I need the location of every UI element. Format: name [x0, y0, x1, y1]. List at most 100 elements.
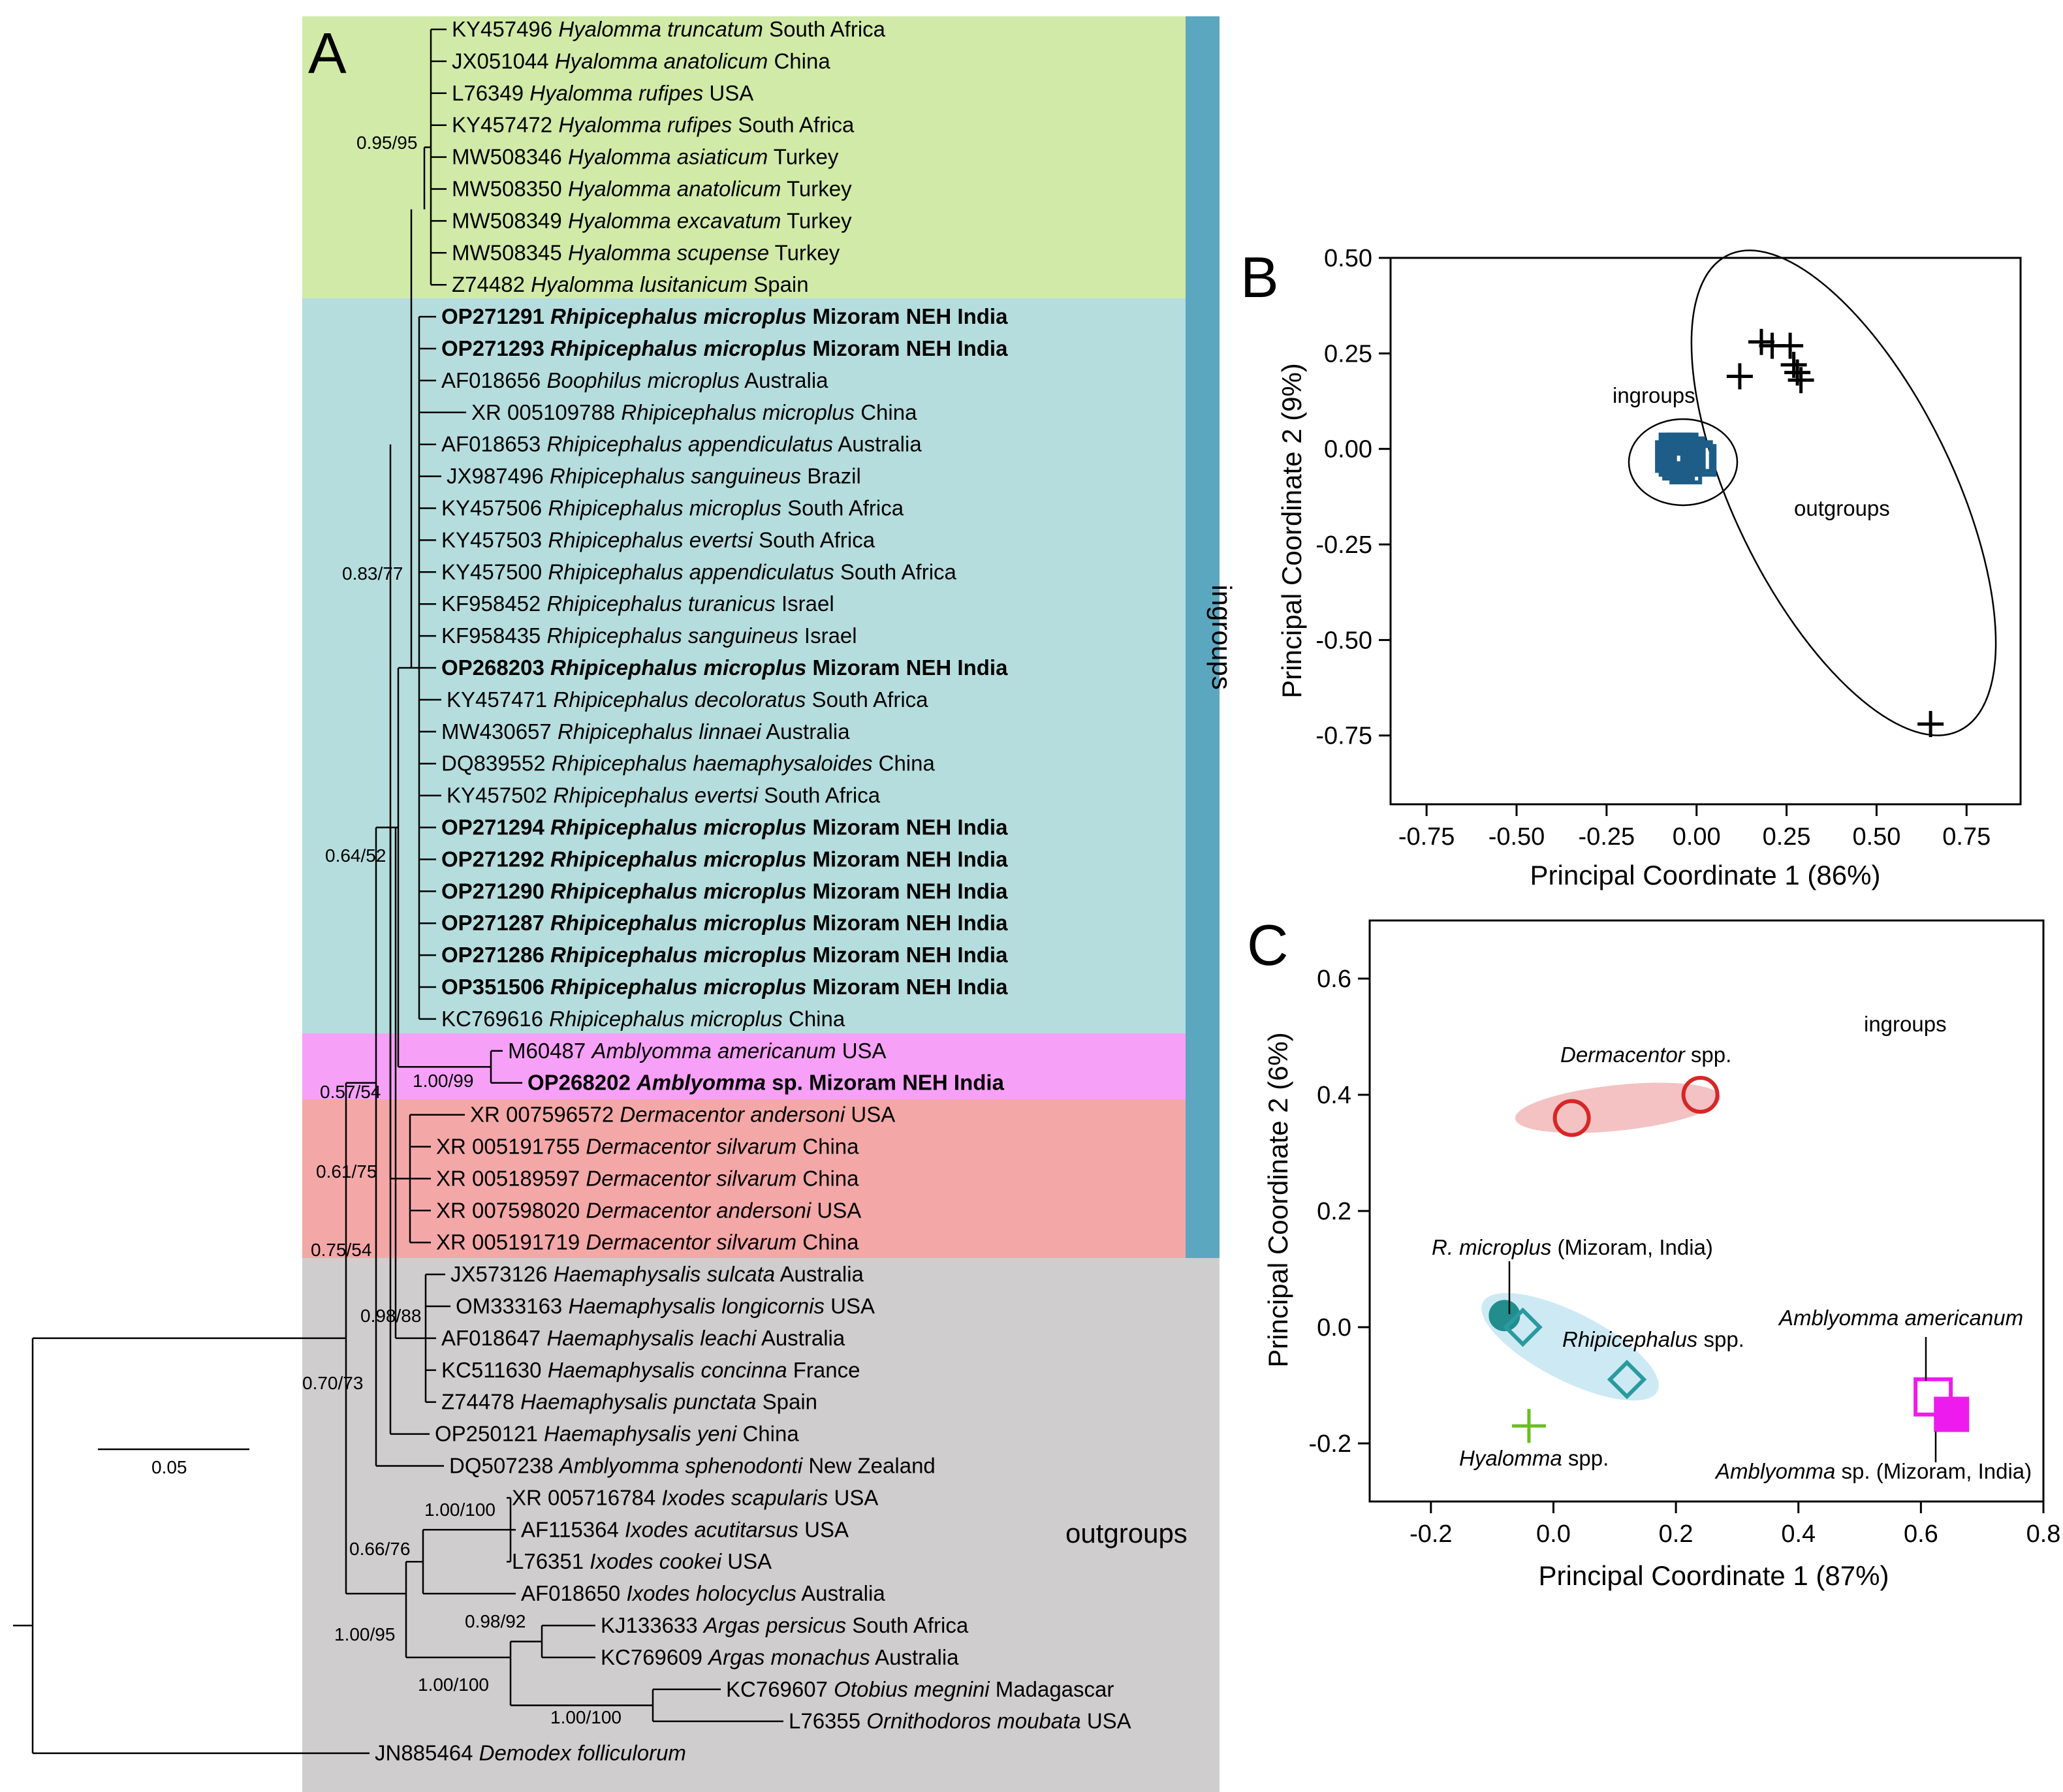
ingroup-bar: [1186, 16, 1220, 1258]
tree-leaf-label: AF018647 Haemaphysalis leachi Australia: [441, 1326, 845, 1350]
axis-ticks-b: -0.75 -0.50 -0.25 0.00 0.25 0.50 0.75 0.50 0.25 0…: [1315, 245, 1991, 851]
tree-leaf-label: L76351 Ixodes cookei USA: [512, 1549, 772, 1573]
tree-leaf-label: XR 005191755 Dermacentor silvarum China: [436, 1135, 859, 1159]
ingroups-annotation-c: ingroups: [1864, 1012, 1947, 1036]
tree-leaf-label: MW508346 Hyalomma asiaticum Turkey: [452, 145, 839, 169]
outgroup-point: [1726, 363, 1753, 390]
tree-leaf-label: KY457506 Rhipicephalus microplus South A…: [441, 496, 904, 520]
rmicroplus-annotation: R. microplus (Mizoram, India): [1432, 1235, 1713, 1259]
rhipicephalus-annotation: Rhipicephalus spp.: [1562, 1327, 1744, 1351]
tree-leaf-label: KY457503 Rhipicephalus evertsi South Afr…: [441, 527, 875, 552]
ingroups-annotation-b: ingroups: [1613, 383, 1695, 407]
dermacentor-clade-background: [302, 1099, 1186, 1258]
amblyomma-sp-annotation: Amblyomma sp. (Mizoram, India): [1714, 1459, 2032, 1483]
tree-leaf-label: KY457496 Hyalomma truncatum South Africa: [452, 17, 886, 41]
node-support-label: 0.64/52: [325, 845, 386, 866]
panel-c-letter: C: [1247, 913, 1289, 977]
x-tick-label: 0.2: [1659, 1520, 1693, 1548]
tree-leaf-label: OP268203 Rhipicephalus microplus Mizoram…: [441, 655, 1008, 680]
tree-leaf-label: AF018653 Rhipicephalus appendiculatus Au…: [441, 432, 922, 456]
x-tick-label: -0.50: [1488, 823, 1545, 851]
y-tick-label: -0.50: [1315, 627, 1372, 654]
dermacentor-annotation: Dermacentor spp.: [1560, 1043, 1731, 1067]
pcoa-panel-c: C -0.2 0.0 0.2 0.4 0.6 0.8 0.6 0.4 0.2 0.0 -0.2 in…: [1247, 913, 2060, 1591]
node-support-label: 0.75/54: [311, 1240, 371, 1260]
y-tick-label: 0.4: [1317, 1082, 1351, 1109]
dermacentor-point: [1681, 1076, 1720, 1114]
tree-leaf-label: DQ507238 Amblyomma sphenodonti New Zeala…: [449, 1454, 936, 1478]
x-tick-label: 0.4: [1781, 1520, 1816, 1548]
node-support-label: 0.98/92: [465, 1611, 526, 1631]
tree-leaf-label: OP271286 Rhipicephalus microplus Mizoram…: [441, 943, 1008, 967]
tree-leaf-label: M60487 Amblyomma americanum USA: [508, 1039, 887, 1063]
tree-leaf-label: KY457502 Rhipicephalus evertsi South Afr…: [447, 783, 881, 808]
tree-leaf-label: MW430657 Rhipicephalus linnaei Australia: [441, 719, 850, 744]
tree-leaf-label: XR 007596572 Dermacentor andersoni USA: [470, 1103, 895, 1127]
node-support-label: 1.00/99: [413, 1071, 473, 1091]
tree-leaf-label: XR 005716784 Ixodes scapularis USA: [512, 1485, 878, 1509]
tree-leaf-label: L76355 Ornithodoros moubata USA: [789, 1709, 1131, 1733]
tree-leaf-label: KC511630 Haemaphysalis concinna France: [441, 1358, 860, 1382]
tree-leaf-label: Z74478 Haemaphysalis punctata Spain: [441, 1390, 817, 1414]
tree-leaf-label: XR 005191719 Dermacentor silvarum China: [436, 1230, 859, 1254]
outgroup-background: [302, 1258, 1220, 1792]
node-support-values: 0.95/95 0.83/77 0.64/52 1.00/99 0.57/54 0.61/…: [302, 133, 622, 1727]
hyalomma-clade-background: [302, 16, 1186, 298]
tree-leaf-label: OP271293 Rhipicephalus microplus Mizoram…: [441, 336, 1008, 360]
ingroup-point: [1658, 432, 1692, 465]
tree-leaf-label: JX573126 Haemaphysalis sulcata Australia: [450, 1262, 864, 1286]
x-tick-label: 0.8: [2026, 1520, 2061, 1548]
tree-leaf-label: JN885464 Demodex folliculorum: [375, 1741, 686, 1765]
outgroup-point: [1748, 328, 1774, 355]
tree-leaf-label: KY457471 Rhipicephalus decoloratus South…: [447, 687, 928, 712]
tree-leaf-label: KY457472 Hyalomma rufipes South Africa: [452, 113, 855, 137]
ingroup-ellipse: [1628, 418, 1739, 507]
tree-leaf-label: DQ839552 Rhipicephalus haemaphysaloides …: [441, 751, 935, 776]
tree-leaf-label: KY457500 Rhipicephalus appendiculatus So…: [441, 559, 957, 584]
tree-leaf-labels: KY457496 Hyalomma truncatum South Africa…: [375, 17, 1131, 1765]
panel-b-letter: B: [1240, 245, 1279, 309]
rhipicephalus-point: [1607, 1359, 1647, 1400]
pcoa-panel-b: B -0.75 -0.50 -0.25 0.00 0.25 0.50 0.75 0.50 0.2…: [1240, 245, 2022, 890]
tree-leaf-label: AF018656 Boophilus microplus Australia: [441, 368, 828, 392]
tree-leaf-label: XR 005189597 Dermacentor silvarum China: [436, 1166, 859, 1190]
node-support-label: 1.00/100: [424, 1500, 496, 1520]
panel-a-letter: A: [308, 21, 347, 86]
x-tick-label: -0.25: [1579, 823, 1635, 851]
tree-leaf-label: OP268202 Amblyomma sp. Mizoram NEH India: [528, 1071, 1005, 1095]
tree-leaf-label: KF958435 Rhipicephalus sanguineus Israel: [441, 623, 857, 648]
x-tick-label: -0.75: [1398, 823, 1455, 851]
tree-leaf-label: OP250121 Haemaphysalis yeni China: [435, 1422, 799, 1446]
tree-leaf-label: L76349 Hyalomma rufipes USA: [452, 81, 753, 105]
rmicroplus-point: [1488, 1300, 1520, 1332]
amblyomma-americanum-annotation: Amblyomma americanum: [1778, 1306, 2023, 1330]
node-support-label: 0.61/75: [316, 1161, 377, 1182]
phylogenetic-tree-panel: ingroups outgroups A KY457496 Hyalomma t…: [13, 16, 1237, 1792]
tree-leaf-label: KF958452 Rhipicephalus turanicus Israel: [441, 591, 834, 616]
node-support-label: 0.66/76: [349, 1539, 410, 1559]
tree-leaf-label: MW508345 Hyalomma scupense Turkey: [452, 240, 840, 264]
tree-leaf-label: MW508350 Hyalomma anatolicum Turkey: [452, 177, 852, 201]
node-support-label: 0.83/77: [342, 563, 403, 584]
dermacentor-point: [1552, 1099, 1591, 1137]
group-ellipses-b: [1628, 249, 1997, 736]
node-support-label: 0.70/73: [302, 1373, 363, 1393]
data-points-c: [1488, 1076, 1970, 1443]
hyalomma-annotation: Hyalomma spp.: [1459, 1446, 1609, 1470]
tree-leaf-label: KC769609 Argas monachus Australia: [601, 1645, 959, 1669]
tree-leaf-label: KC769607 Otobius megnini Madagascar: [726, 1677, 1114, 1701]
y-tick-label: 0.00: [1324, 436, 1372, 464]
tree-leaf-label: KC769616 Rhipicephalus microplus China: [441, 1007, 845, 1031]
amblyomma-sp-point: [1934, 1396, 1970, 1432]
node-support-label: 1.00/95: [334, 1624, 395, 1644]
y-tick-label: -0.2: [1309, 1430, 1351, 1458]
scale-bar-label: 0.05: [151, 1457, 187, 1477]
x-tick-label: 0.75: [1942, 823, 1991, 851]
y-tick-label: 0.0: [1317, 1314, 1351, 1342]
x-tick-label: 0.50: [1852, 823, 1900, 851]
tree-leaf-label: Z74482 Hyalomma lusitanicum Spain: [452, 272, 809, 296]
outgroup-ellipse: [1690, 249, 1997, 736]
outgroups-label: outgroups: [1065, 1518, 1188, 1548]
x-tick-label: 0.00: [1673, 823, 1721, 851]
tree-leaf-label: MW508349 Hyalomma excavatum Turkey: [452, 208, 852, 232]
